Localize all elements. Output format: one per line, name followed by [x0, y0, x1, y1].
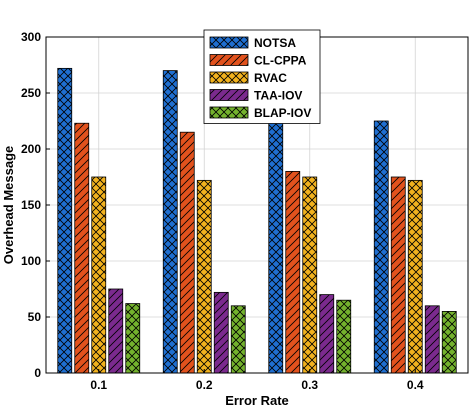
y-tick-label: 300 [21, 30, 41, 44]
y-tick-label: 150 [21, 198, 41, 212]
bar-rvac-0.3 [302, 176, 318, 374]
x-tick-labels: 0.1 0.2 0.3 0.4 [90, 369, 424, 392]
bar-blap-iov-0.3 [336, 299, 352, 374]
legend-swatch-blap-iov [209, 106, 249, 119]
bar-taa-iov-0.2 [213, 291, 229, 374]
bar-taa-iov-0.4 [424, 305, 440, 374]
legend-label-cl-cppa: CL-CPPA [254, 54, 307, 68]
x-tick-label: 0.3 [301, 378, 318, 392]
bar-blap-iov-0.1 [125, 303, 141, 374]
x-tick-label: 0.4 [407, 378, 424, 392]
legend: NOTSA CL-CPPA RVAC TAA-IOV BLAP-IOV [203, 29, 321, 124]
bar-notsa-0.2 [162, 70, 178, 374]
x-tick-label: 0.2 [196, 378, 213, 392]
bar-blap-iov-0.2 [230, 305, 246, 374]
y-tick-label: 200 [21, 142, 41, 156]
y-tick-label: 0 [34, 366, 41, 380]
y-axis-label: Overhead Message [1, 146, 16, 265]
legend-label-blap-iov: BLAP-IOV [254, 106, 311, 120]
legend-label-rvac: RVAC [254, 71, 287, 85]
bar-rvac-0.2 [196, 179, 212, 374]
x-axis-label: Error Rate [225, 393, 289, 408]
bar-cl-cppa-0.2 [179, 131, 195, 374]
y-tick-label: 250 [21, 86, 41, 100]
legend-swatch-rvac [209, 71, 249, 84]
bar-taa-iov-0.1 [108, 288, 124, 374]
y-tick-labels: 0 50 100 150 200 250 300 [21, 30, 50, 380]
bar-blap-iov-0.4 [441, 310, 457, 374]
bar-taa-iov-0.3 [319, 294, 335, 374]
y-tick-label: 50 [28, 310, 42, 324]
bar-rvac-0.4 [407, 179, 423, 374]
bar-rvac-0.1 [91, 176, 107, 374]
bar-notsa-0.4 [373, 120, 389, 374]
bar-notsa-0.1 [57, 67, 73, 374]
legend-swatch-taa-iov [209, 89, 249, 101]
legend-swatch-notsa [209, 36, 249, 49]
bar-cl-cppa-0.1 [74, 122, 90, 374]
bar-cl-cppa-0.4 [390, 176, 406, 374]
legend-label-taa-iov: TAA-IOV [254, 89, 302, 103]
y-tick-label: 100 [21, 254, 41, 268]
bar-cl-cppa-0.3 [285, 170, 301, 374]
bar-notsa-0.3 [268, 120, 284, 374]
x-tick-label: 0.1 [90, 378, 107, 392]
legend-swatch-cl-cppa [209, 54, 249, 66]
legend-label-notsa: NOTSA [254, 36, 296, 50]
